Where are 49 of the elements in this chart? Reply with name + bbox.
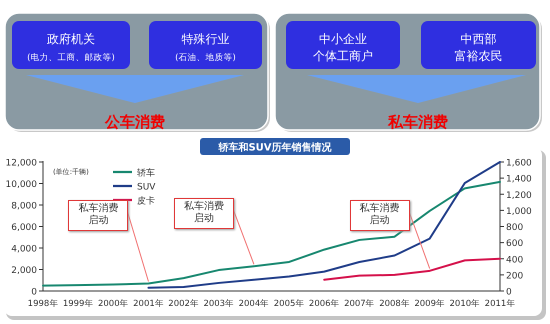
- text: 中小企业: [319, 32, 367, 46]
- annotation: 私车消费启动: [350, 200, 410, 231]
- y-tick-label: 8,000: [11, 202, 38, 212]
- x-tick-label: 2008年: [379, 298, 410, 309]
- text: 政府机关: [47, 32, 95, 46]
- chart-title: 轿车和SUV历年销售情况: [217, 142, 333, 154]
- y2-tick-label: 600: [506, 239, 524, 250]
- x-tick-label: 2001年: [133, 298, 164, 309]
- y2-tick-label: 200: [506, 271, 524, 282]
- legend-label: 轿车: [137, 168, 155, 178]
- y2-tick-label: 1,000: [506, 206, 532, 217]
- x-tick-label: 2010年: [450, 298, 480, 309]
- x-tick-label: 2002年: [168, 298, 199, 309]
- text: (电力、工商、邮政等): [27, 52, 115, 63]
- text: 个体工商户: [313, 49, 373, 63]
- y-tick-label: 12,000: [6, 158, 38, 168]
- x-tick-label: 2005年: [274, 298, 304, 309]
- annotation: 私车消费启动: [68, 200, 128, 231]
- annotation: 私车消费启动: [174, 198, 234, 230]
- y-tick-label: 6,000: [11, 223, 38, 233]
- x-tick-label: 2007年: [344, 298, 375, 309]
- x-tick-label: 2009年: [414, 298, 446, 309]
- y2-tick-label: 400: [506, 255, 524, 266]
- x-tick-label: 2003年: [203, 298, 234, 309]
- y2-tick-label: 1,400: [506, 174, 532, 185]
- y-tick-label: 0: [31, 288, 38, 298]
- legend-label: SUV: [137, 182, 156, 192]
- x-tick-label: 2004年: [238, 298, 270, 309]
- y2-tick-label: 1,200: [506, 190, 532, 201]
- x-tick-label: 2000年: [98, 298, 129, 309]
- y2-tick-label: 800: [506, 223, 524, 233]
- x-tick-label: 1998年: [28, 298, 58, 309]
- y-tick-label: 2,000: [11, 266, 38, 276]
- y-tick-label: 4,000: [11, 244, 38, 254]
- y2-tick-label: 0: [506, 288, 512, 298]
- x-tick-label: 2006年: [308, 298, 340, 309]
- line-series: [323, 258, 501, 281]
- x-tick-label: 1999年: [62, 298, 94, 309]
- text: 公车消费: [104, 113, 165, 131]
- text: 私车消费: [387, 113, 448, 131]
- legend-label: 皮卡: [137, 196, 155, 206]
- x-tick-label: 2011年: [484, 298, 516, 309]
- text: 特殊行业: [182, 32, 230, 46]
- text: 中西部: [460, 32, 496, 46]
- y2-tick-label: 1,600: [506, 158, 532, 168]
- text: 富裕农民: [454, 49, 502, 63]
- line-series: [42, 180, 501, 287]
- y-tick-label: 10,000: [6, 180, 38, 190]
- text: (石油、地质等): [175, 52, 236, 63]
